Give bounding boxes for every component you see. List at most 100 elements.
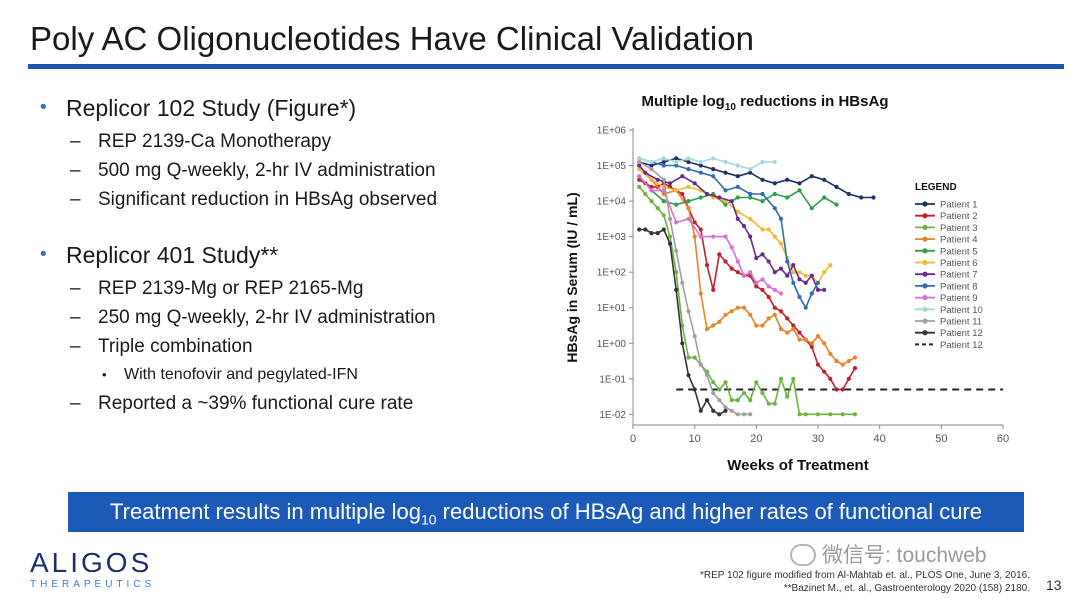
- sub-bullet: – Reported a ~39% functional cure rate: [38, 389, 508, 418]
- sub-bullet: – REP 2139-Ca Monotherapy: [38, 127, 508, 156]
- page-number: 13: [1046, 577, 1062, 593]
- data-point: [785, 259, 790, 264]
- data-point: [711, 174, 716, 179]
- data-point: [766, 259, 771, 264]
- data-point: [748, 312, 753, 317]
- data-point: [723, 380, 728, 385]
- data-point: [754, 280, 759, 285]
- data-point: [698, 170, 703, 175]
- data-point: [809, 291, 814, 296]
- data-point: [735, 412, 740, 417]
- data-point: [834, 184, 839, 189]
- data-point: [667, 216, 673, 221]
- data-point: [680, 341, 685, 346]
- data-point: [741, 273, 747, 278]
- chart-title-pre: Multiple log: [642, 93, 725, 110]
- legend-label: Patient 2: [940, 211, 978, 222]
- legend-swatch-dot: [922, 224, 928, 230]
- data-point: [692, 387, 697, 392]
- data-point: [686, 309, 691, 314]
- data-point: [754, 255, 759, 261]
- data-point: [748, 412, 753, 417]
- data-point: [735, 259, 740, 264]
- data-point: [822, 270, 827, 275]
- data-point: [692, 181, 697, 186]
- legend-label: Patient 5: [940, 246, 978, 257]
- data-point: [649, 231, 654, 236]
- data-point: [803, 273, 808, 278]
- legend-label: Patient 7: [940, 270, 978, 281]
- series-line: [638, 186, 855, 416]
- dash-icon: –: [70, 131, 81, 152]
- data-point: [754, 323, 759, 328]
- legend-swatch-dot: [922, 330, 928, 336]
- data-point: [772, 191, 777, 197]
- legend-label: Patient 12: [940, 328, 983, 339]
- banner-text-post: reductions of HBsAg and higher rates of …: [436, 499, 982, 524]
- data-point: [704, 263, 710, 268]
- data-point: [704, 398, 710, 403]
- data-point: [815, 412, 821, 417]
- x-tick-label: 30: [812, 433, 824, 445]
- dash-icon: –: [70, 189, 81, 210]
- data-point: [809, 344, 814, 349]
- data-point: [791, 270, 796, 275]
- data-point: [686, 159, 691, 165]
- x-tick-label: 60: [997, 433, 1009, 445]
- data-point: [766, 316, 771, 321]
- study-102-heading: Replicor 102 Study (Figure*): [66, 95, 357, 121]
- data-point: [797, 337, 802, 342]
- data-point: [717, 412, 722, 417]
- legend-label: Patient 3: [940, 223, 978, 234]
- data-point: [815, 280, 821, 285]
- bullet-dot-icon: •: [40, 244, 47, 265]
- data-point: [717, 387, 722, 392]
- data-point: [760, 199, 765, 204]
- data-point: [711, 234, 716, 239]
- data-point: [698, 234, 703, 239]
- data-point: [729, 408, 734, 413]
- series-layer: [637, 156, 876, 417]
- legend-swatch-dot: [922, 259, 928, 266]
- references: *REP 102 figure modified from Al-Mahtab …: [690, 569, 1030, 595]
- data-point: [674, 159, 679, 165]
- bullet-study-401: • Replicor 401 Study**: [38, 240, 508, 270]
- data-point: [661, 177, 666, 182]
- y-tick-label: 1E+05: [597, 161, 627, 172]
- data-point: [797, 188, 802, 193]
- legend-swatch-dot: [922, 295, 928, 301]
- dash-icon: –: [70, 278, 81, 299]
- data-point: [778, 326, 784, 332]
- data-point: [760, 177, 765, 182]
- y-tick-label: 1E+04: [597, 197, 627, 208]
- data-point: [822, 369, 827, 374]
- chart-title-sub: 10: [725, 102, 737, 113]
- axes-layer: 1E+06 1E+05 1E+04 1E+03 1E+02 1E+01 1E+00 1E-01…: [564, 126, 1009, 475]
- data-point: [686, 199, 691, 204]
- sub-bullet-text: REP 2139-Mg or REP 2165-Mg: [98, 278, 364, 299]
- reference-1: *REP 102 figure modified from Al-Mahtab …: [700, 570, 1030, 581]
- hbsag-chart: Multiple log10 reductions in HBsAg 1E+06…: [555, 85, 1025, 480]
- legend-swatch-dot: [922, 248, 928, 254]
- data-point: [735, 398, 740, 403]
- data-point: [748, 170, 753, 175]
- data-point: [772, 206, 777, 211]
- data-point: [680, 191, 685, 197]
- sub-sub-bullet-text: With tenofovir and pegylated-IFN: [124, 366, 358, 383]
- company-logo: ALIGOS THERAPEUTICS: [30, 548, 155, 591]
- data-point: [822, 341, 827, 346]
- data-point: [711, 287, 716, 292]
- data-point: [698, 159, 703, 165]
- legend-item-threshold: Patient 12: [915, 340, 983, 351]
- data-point: [741, 223, 747, 229]
- data-point: [735, 195, 740, 200]
- x-axis-label: Weeks of Treatment: [727, 457, 868, 474]
- data-point: [661, 159, 666, 165]
- data-point: [711, 167, 716, 172]
- data-point: [772, 181, 777, 186]
- data-point: [748, 398, 753, 403]
- dash-icon: –: [70, 160, 81, 181]
- sub-sub-bullet: • With tenofovir and pegylated-IFN: [38, 361, 508, 389]
- wechat-watermark: 微信号: touchweb: [790, 539, 987, 569]
- legend-label: Patient 12: [940, 340, 983, 351]
